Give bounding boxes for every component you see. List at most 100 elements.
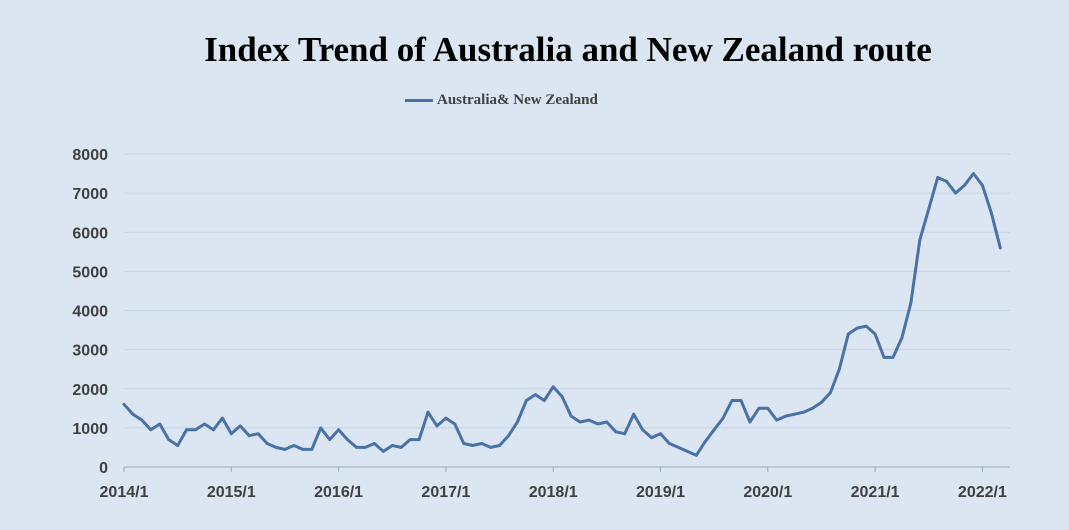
data-point: [632, 412, 636, 416]
data-point: [247, 434, 251, 438]
data-point: [471, 444, 475, 447]
y-tick-labels: 0 1000 2000 3000 4000 5000 6000 7000 8000: [72, 147, 108, 477]
data-point: [149, 428, 153, 432]
data-point: [694, 453, 698, 457]
data-point: [623, 432, 627, 436]
grid-lines: [124, 153, 1010, 429]
data-point: [578, 420, 582, 424]
data-point: [212, 428, 215, 432]
data-point: [721, 416, 725, 420]
data-point: [274, 446, 278, 449]
data-point: [918, 238, 922, 242]
y-tick-label: 7000: [72, 186, 108, 203]
x-tick-label: 2021/1: [851, 484, 900, 501]
data-point: [972, 172, 975, 176]
data-point: [408, 438, 412, 441]
data-point: [900, 336, 904, 340]
data-point: [256, 432, 260, 436]
data-point: [837, 367, 841, 371]
legend-label: Australia& New Zealand: [437, 92, 598, 108]
data-point: [176, 444, 180, 447]
data-point: [417, 438, 421, 441]
data-point: [855, 326, 859, 330]
data-point: [748, 420, 752, 424]
data-point: [381, 450, 385, 453]
data-point: [310, 448, 314, 451]
data-point: [945, 180, 948, 183]
data-point: [328, 438, 332, 441]
data-point: [820, 401, 823, 404]
y-tick-label: 1000: [72, 421, 108, 438]
data-point: [525, 399, 528, 402]
data-point: [864, 324, 868, 328]
data-point: [131, 412, 135, 416]
data-point: [793, 412, 796, 416]
data-point: [444, 416, 448, 420]
data-point: [140, 418, 144, 422]
data-point: [185, 428, 189, 432]
data-point: [677, 446, 680, 449]
data-point: [766, 406, 770, 410]
data-point: [498, 444, 501, 447]
data-point: [167, 438, 171, 441]
y-tick-label: 4000: [72, 304, 108, 321]
data-point: [757, 406, 761, 410]
data-point: [319, 426, 323, 430]
data-point: [909, 301, 913, 305]
data-point: [390, 444, 394, 447]
data-point: [283, 448, 287, 451]
data-point: [775, 418, 779, 422]
data-point: [238, 424, 242, 428]
data-point: [346, 438, 349, 441]
chart-title: Index Trend of Australia and New Zealand…: [204, 30, 932, 69]
y-tick-label: 0: [99, 460, 108, 477]
data-point: [364, 446, 367, 449]
data-point: [784, 414, 788, 418]
data-point: [703, 440, 707, 443]
data-point: [158, 422, 162, 426]
axes: [123, 466, 1010, 472]
data-point: [373, 442, 376, 445]
y-tick-label: 5000: [72, 264, 108, 281]
data-point: [829, 391, 832, 395]
x-tick-label: 2015/1: [207, 484, 256, 501]
data-point: [614, 430, 618, 434]
data-point: [533, 393, 537, 396]
data-point: [560, 395, 564, 398]
y-tick-label: 2000: [72, 382, 108, 399]
data-point: [122, 403, 126, 406]
data-point: [685, 450, 689, 453]
data-point: [802, 410, 805, 414]
data-point: [453, 422, 457, 426]
x-tick-label: 2022/1: [958, 484, 1007, 501]
data-point: [846, 332, 850, 336]
data-point: [998, 246, 1002, 250]
x-tick-label: 2019/1: [636, 484, 685, 501]
x-tick-label: 2018/1: [529, 484, 578, 501]
x-tick-labels: 2014/1 2015/1 2016/1 2017/1 2018/1 2019/1 2020…: [100, 484, 1007, 501]
data-point: [596, 422, 600, 426]
data-point: [551, 385, 555, 389]
data-point: [712, 428, 716, 432]
data-point: [954, 191, 957, 195]
data-point: [265, 442, 269, 445]
data-point: [936, 176, 940, 179]
data-point: [882, 356, 886, 359]
data-point: [641, 428, 644, 432]
data-point: [292, 444, 296, 447]
data-point: [963, 183, 966, 187]
series-layer: [122, 172, 1002, 457]
data-point: [730, 399, 734, 402]
data-point: [435, 424, 439, 428]
x-tick-label: 2014/1: [100, 484, 149, 501]
data-point: [542, 399, 546, 402]
legend-swatch: [405, 99, 433, 102]
data-point: [203, 422, 206, 426]
data-point: [605, 420, 609, 424]
data-point: [507, 434, 510, 438]
data-point: [194, 428, 197, 432]
data-point: [873, 332, 877, 336]
data-point: [229, 432, 233, 436]
data-point: [399, 446, 403, 449]
